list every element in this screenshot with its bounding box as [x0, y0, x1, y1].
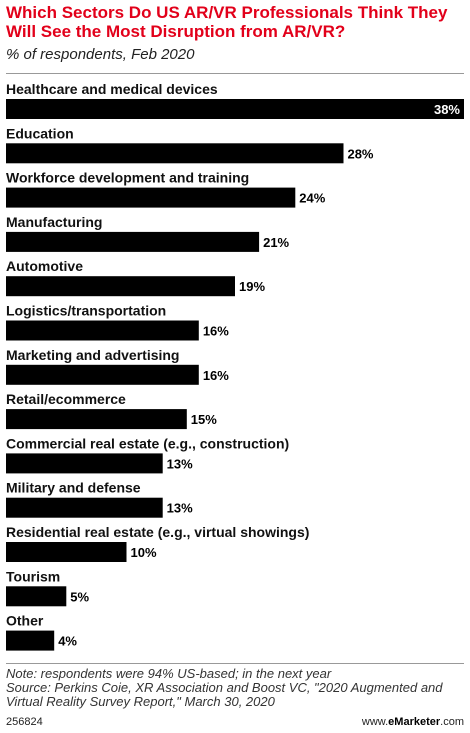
bar: [6, 630, 55, 651]
bar: [6, 143, 344, 164]
category-label: Marketing and advertising: [6, 347, 179, 363]
brand-credit: www.eMarketer.com: [362, 716, 464, 728]
value-label: 16%: [203, 324, 229, 339]
category-label: Commercial real estate (e.g., constructi…: [6, 435, 289, 451]
bar: [6, 453, 163, 474]
bar: [6, 497, 163, 518]
bar: [6, 231, 260, 252]
category-label: Manufacturing: [6, 214, 102, 230]
category-label: Military and defense: [6, 480, 141, 496]
bar: [6, 320, 199, 341]
category-label: Education: [6, 125, 74, 141]
category-label: Workforce development and training: [6, 170, 249, 186]
value-label: 5%: [70, 589, 89, 604]
category-label: Tourism: [6, 568, 60, 584]
value-label: 4%: [58, 634, 77, 649]
chart-subtitle: % of respondents, Feb 2020: [6, 46, 195, 63]
bar: [6, 364, 199, 385]
value-label: 38%: [434, 102, 460, 117]
category-label: Residential real estate (e.g., virtual s…: [6, 524, 309, 540]
category-label: Healthcare and medical devices: [6, 81, 218, 97]
category-label: Logistics/transportation: [6, 303, 166, 319]
category-label: Other: [6, 613, 44, 629]
value-label: 13%: [167, 501, 193, 516]
note-text: Note: respondents were 94% US-based; in …: [6, 666, 332, 681]
bar: [6, 187, 296, 208]
bar: [6, 586, 67, 607]
brand-suffix: .com: [440, 716, 464, 728]
bar: [6, 276, 235, 297]
value-label: 21%: [263, 235, 289, 250]
value-label: 10%: [131, 545, 157, 560]
bar: [6, 409, 187, 430]
brand-prefix: www.: [361, 716, 389, 728]
value-label: 19%: [239, 279, 265, 294]
category-label: Retail/ecommerce: [6, 391, 126, 407]
value-label: 15%: [191, 412, 217, 427]
top-divider: [6, 73, 464, 74]
value-label: 16%: [203, 368, 229, 383]
value-label: 13%: [167, 456, 193, 471]
bar: [6, 99, 464, 119]
chart-notes: Note: respondents were 94% US-based; in …: [6, 667, 466, 709]
brand-name: eMarketer: [388, 716, 441, 728]
value-label: 28%: [347, 146, 373, 161]
value-label: 24%: [299, 191, 325, 206]
source-text: Source: Perkins Coie, XR Association and…: [6, 680, 443, 709]
bottom-divider: [6, 663, 464, 664]
bar: [6, 542, 127, 562]
bar-chart: Healthcare and medical devices 38% Educati…: [6, 81, 464, 651]
category-label: Automotive: [6, 258, 83, 274]
chart-id: 256824: [6, 716, 43, 728]
chart-title: Which Sectors Do US AR/VR Professionals …: [6, 3, 448, 41]
